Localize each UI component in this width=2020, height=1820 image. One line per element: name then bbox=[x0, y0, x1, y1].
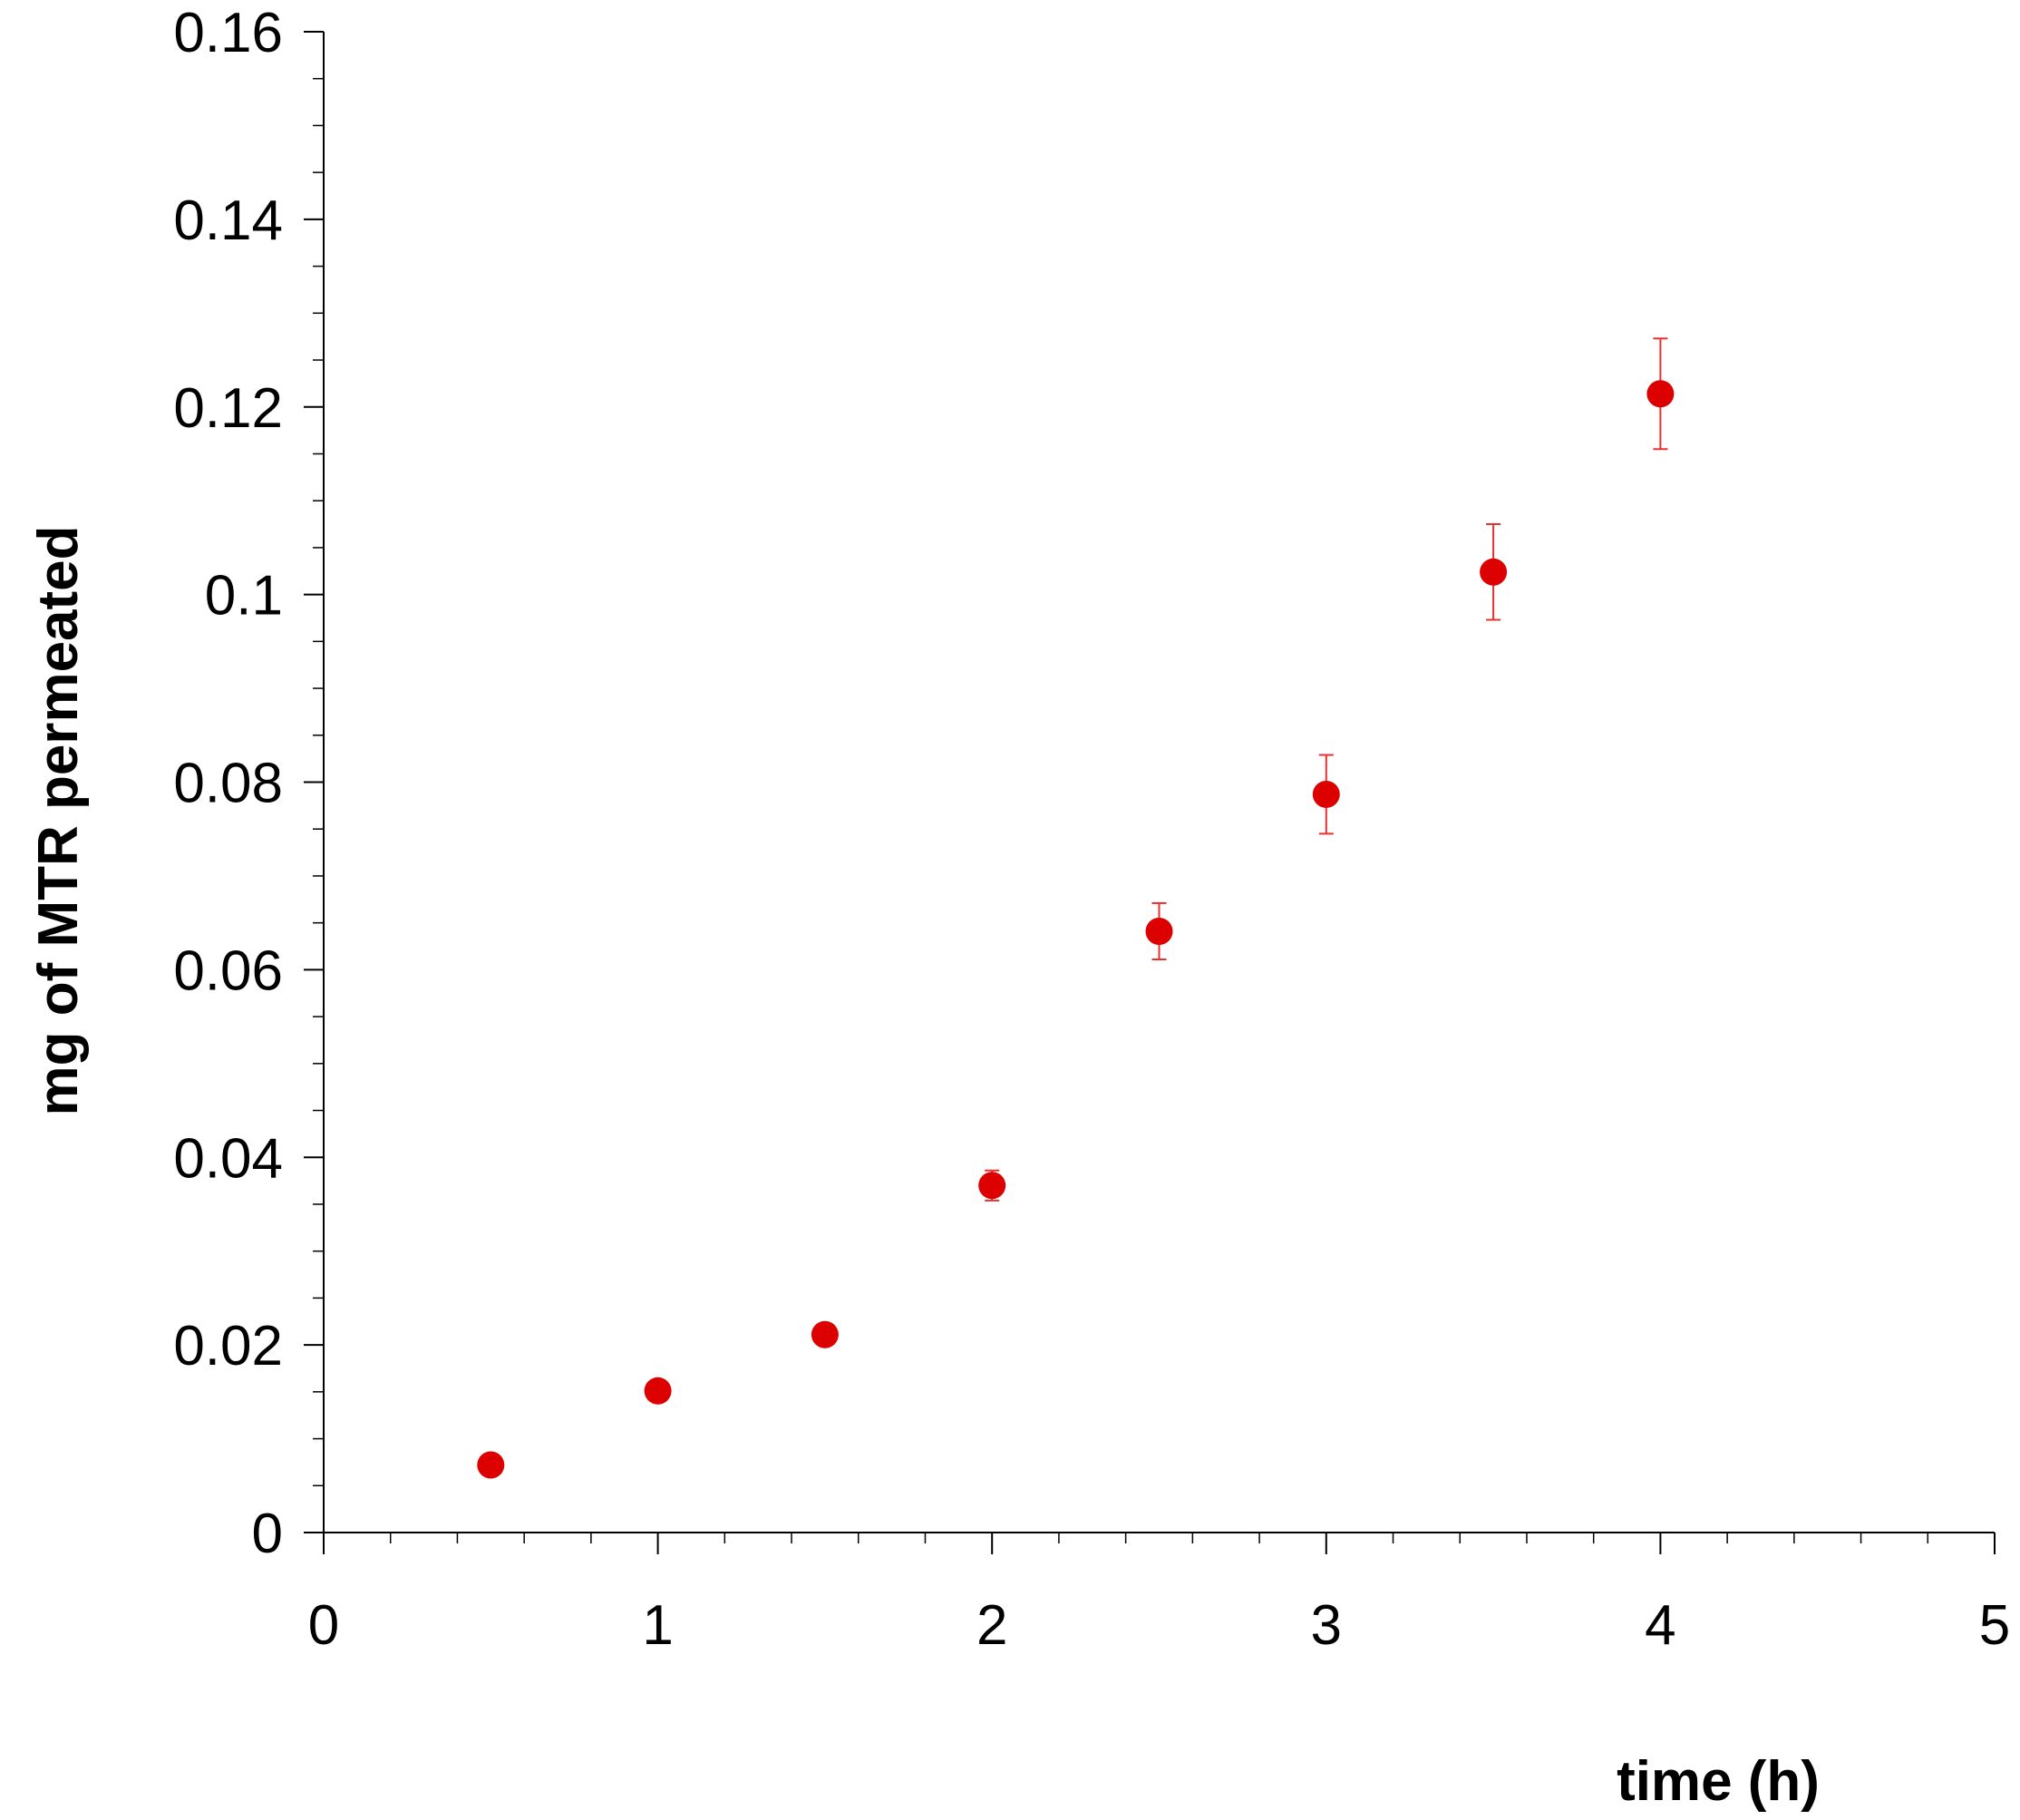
y-tick-label: 0.02 bbox=[173, 1315, 283, 1377]
y-tick-label: 0.04 bbox=[173, 1127, 283, 1190]
data-point bbox=[1312, 780, 1340, 808]
data-point bbox=[1480, 558, 1508, 586]
x-tick-label: 4 bbox=[1645, 1594, 1675, 1657]
x-tick-label: 2 bbox=[976, 1594, 1007, 1657]
y-axis-ticks: 0 0.02 0.04 0.06 0.08 0.1 0.12 0.14 0.16 bbox=[173, 2, 324, 1565]
y-tick-label: 0.06 bbox=[173, 939, 283, 1002]
y-tick-label: 0.08 bbox=[173, 753, 283, 815]
axes bbox=[323, 32, 1995, 1533]
data-point bbox=[978, 1172, 1006, 1200]
y-axis-title: mg of MTR permeated bbox=[27, 525, 90, 1115]
x-axis-ticks: 0 1 2 3 4 5 bbox=[308, 1533, 2010, 1657]
y-tick-label: 0.14 bbox=[173, 190, 283, 252]
x-tick-label: 0 bbox=[308, 1594, 339, 1657]
x-axis-title: time (h) bbox=[1617, 1750, 1820, 1813]
x-tick-label: 1 bbox=[642, 1594, 673, 1657]
data-points bbox=[477, 380, 1675, 1479]
error-bars bbox=[483, 337, 1668, 1469]
y-tick-label: 0.1 bbox=[205, 565, 283, 628]
x-tick-label: 5 bbox=[1979, 1594, 2010, 1657]
data-point bbox=[477, 1451, 505, 1479]
data-point bbox=[1145, 917, 1173, 945]
data-point bbox=[1646, 380, 1675, 408]
y-tick-label: 0.16 bbox=[173, 2, 283, 64]
y-tick-label: 0 bbox=[252, 1503, 283, 1565]
data-point bbox=[644, 1377, 672, 1405]
data-point bbox=[811, 1320, 839, 1348]
y-tick-label: 0.12 bbox=[173, 377, 283, 440]
x-tick-label: 3 bbox=[1311, 1594, 1342, 1657]
